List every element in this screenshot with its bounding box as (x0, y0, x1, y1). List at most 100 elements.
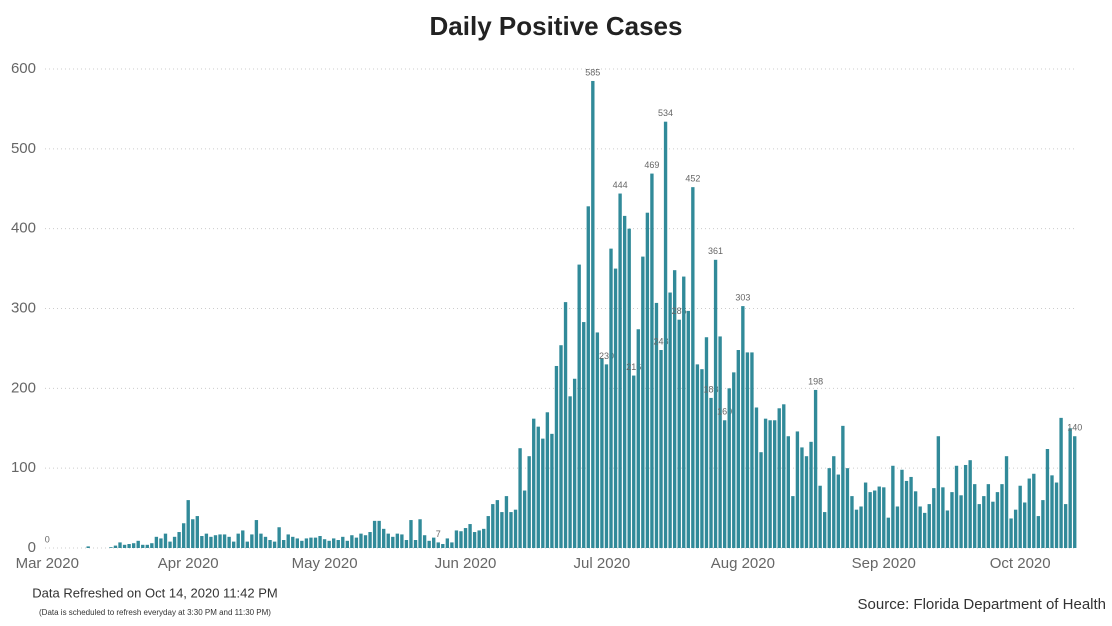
bar (1063, 504, 1068, 548)
bar (1059, 417, 1063, 548)
bar (191, 519, 195, 548)
bar (759, 452, 763, 548)
bar (823, 512, 827, 548)
y-tick-label: 500 (11, 140, 36, 157)
bar (1054, 482, 1059, 548)
schedule-note: (Data is scheduled to refresh everyday a… (39, 608, 271, 617)
data-label: 140 (1067, 423, 1082, 433)
bar (622, 215, 627, 549)
bar (127, 544, 131, 548)
bar (159, 538, 163, 548)
data-label: 303 (735, 292, 750, 302)
bar (950, 492, 954, 548)
bar (795, 431, 800, 548)
bar (231, 541, 236, 548)
bar (818, 485, 822, 548)
data-label: 7 (436, 529, 441, 539)
bar (400, 534, 404, 548)
bar (1050, 475, 1054, 548)
bar (482, 528, 486, 548)
bar (109, 547, 113, 548)
data-label: 248 (654, 336, 669, 346)
bar (982, 496, 986, 548)
bar (272, 541, 277, 548)
bar (313, 537, 318, 548)
bar (609, 248, 613, 548)
bar (141, 544, 145, 548)
bar (491, 504, 495, 548)
bar (909, 476, 913, 548)
bar (345, 540, 350, 548)
bar (113, 545, 118, 548)
bar (809, 441, 813, 548)
bar (441, 544, 445, 548)
bar (432, 537, 436, 548)
y-tick-label: 0 (28, 539, 36, 556)
bar (550, 433, 554, 548)
bar (618, 193, 622, 549)
data-label: 444 (613, 180, 628, 190)
bar (286, 534, 290, 548)
bar (850, 496, 854, 548)
bar (800, 447, 804, 548)
bar (168, 541, 172, 548)
data-label: 469 (644, 160, 659, 170)
bar (477, 530, 481, 548)
bar (563, 302, 568, 548)
bar (859, 506, 863, 548)
data-label: 198 (808, 376, 823, 386)
bar (227, 536, 231, 548)
bar (1041, 500, 1045, 548)
bar (309, 537, 313, 548)
bar (763, 418, 768, 548)
y-tick-label: 200 (11, 379, 36, 396)
bar (663, 121, 668, 548)
bar (882, 487, 886, 548)
y-tick-label: 100 (11, 459, 36, 476)
bar (695, 364, 700, 548)
x-tick-label: Sep 2020 (852, 555, 916, 572)
bar (686, 310, 690, 548)
bar (536, 426, 540, 548)
bar (304, 538, 309, 548)
bar (604, 364, 609, 548)
bar (359, 533, 363, 548)
bar (968, 460, 972, 548)
bar (382, 528, 386, 548)
bar (445, 538, 450, 548)
x-tick-label: Jun 2020 (435, 555, 497, 572)
bar (200, 536, 204, 548)
bar (131, 543, 136, 548)
bar (213, 535, 218, 548)
data-label: 286 (672, 306, 687, 316)
bar (991, 501, 995, 548)
data-label: 188 (704, 384, 719, 394)
bar (495, 500, 500, 548)
bar (295, 538, 299, 548)
bar (923, 512, 927, 548)
bar (250, 534, 254, 548)
bar (650, 173, 654, 548)
bar (318, 536, 322, 548)
data-label: 230 (599, 351, 614, 361)
bar (354, 537, 359, 548)
bar (613, 268, 618, 548)
bar (541, 438, 545, 548)
bar (677, 319, 681, 548)
bar (259, 533, 263, 548)
bar (736, 350, 740, 548)
bar (845, 468, 850, 548)
bar (332, 538, 336, 548)
bar (122, 544, 127, 548)
data-label: 361 (708, 246, 723, 256)
bar (427, 540, 431, 548)
x-tick-label: Mar 2020 (16, 555, 79, 572)
bar (554, 365, 559, 548)
bar (454, 530, 459, 548)
bar (713, 259, 718, 548)
bar (513, 509, 518, 548)
bar (941, 487, 945, 548)
bar (459, 531, 463, 548)
y-tick-label: 600 (11, 60, 36, 77)
bar (241, 530, 245, 548)
